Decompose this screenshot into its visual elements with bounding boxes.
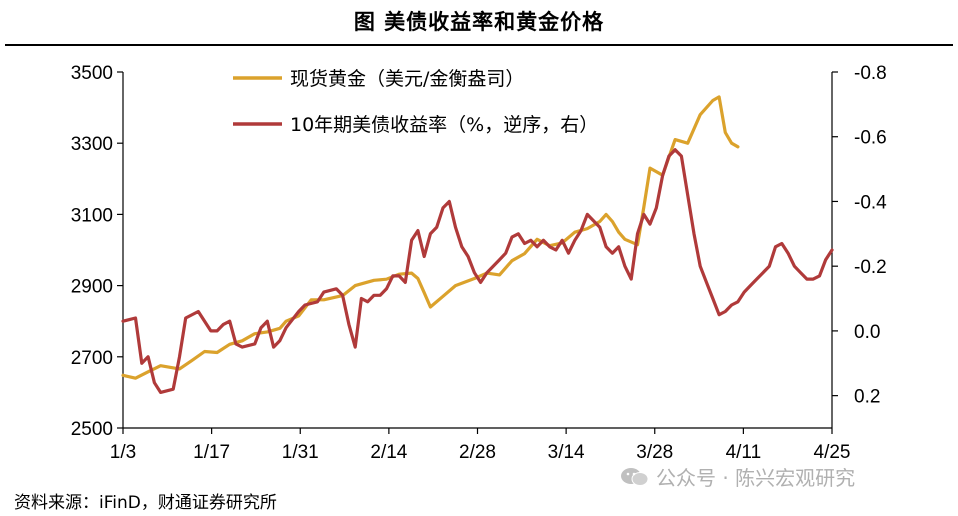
legend-label-gold: 现货黄金（美元/金衡盎司） bbox=[290, 68, 524, 90]
x-tick-label: 1/17 bbox=[193, 442, 230, 463]
right-tick-label: 0.0 bbox=[854, 322, 880, 343]
chart-title: 图 美债收益率和黄金价格 bbox=[353, 10, 605, 34]
right-tick-label: -0.4 bbox=[854, 192, 887, 213]
right-tick-label: -0.2 bbox=[854, 257, 887, 278]
x-tick-label: 1/3 bbox=[110, 442, 136, 463]
x-tick-label: 2/14 bbox=[370, 442, 407, 463]
left-tick-label: 2900 bbox=[71, 277, 113, 298]
right-tick-label: 0.2 bbox=[854, 387, 880, 408]
left-tick-label: 3300 bbox=[71, 134, 113, 155]
axes: 2500 2700 2900 3100 3300 3500 0.2 0.0 -0.2 -0.4 -0… bbox=[71, 63, 887, 463]
legend-label-yield: 10年期美债收益率（%，逆序，右） bbox=[290, 114, 598, 136]
source-note: 资料来源：iFinD，财通证券研究所 bbox=[14, 493, 277, 513]
x-tick-label: 3/14 bbox=[548, 442, 585, 463]
x-tick-label: 4/11 bbox=[726, 442, 762, 463]
gold-price-line bbox=[121, 95, 740, 380]
x-tick-label: 1/31 bbox=[282, 442, 319, 463]
title-divider bbox=[5, 44, 953, 46]
left-tick-label: 2500 bbox=[71, 419, 113, 440]
treasury-yield-line bbox=[121, 148, 834, 394]
watermark: 公众号 · 陈兴宏观研究 bbox=[620, 462, 855, 491]
series-lines bbox=[121, 95, 834, 394]
x-tick-label: 2/28 bbox=[459, 442, 496, 463]
watermark-text: 公众号 · 陈兴宏观研究 bbox=[656, 466, 856, 490]
x-tick-label: 3/28 bbox=[636, 442, 673, 463]
left-tick-label: 3100 bbox=[71, 205, 113, 226]
left-tick-label: 3500 bbox=[71, 63, 113, 84]
left-tick-label: 2700 bbox=[71, 348, 113, 369]
right-tick-label: -0.8 bbox=[854, 63, 887, 84]
x-tick-label: 4/25 bbox=[814, 442, 851, 463]
wechat-icon bbox=[621, 467, 649, 486]
legend: 现货黄金（美元/金衡盎司） 10年期美债收益率（%，逆序，右） bbox=[233, 68, 598, 136]
right-tick-label: -0.6 bbox=[854, 128, 887, 149]
